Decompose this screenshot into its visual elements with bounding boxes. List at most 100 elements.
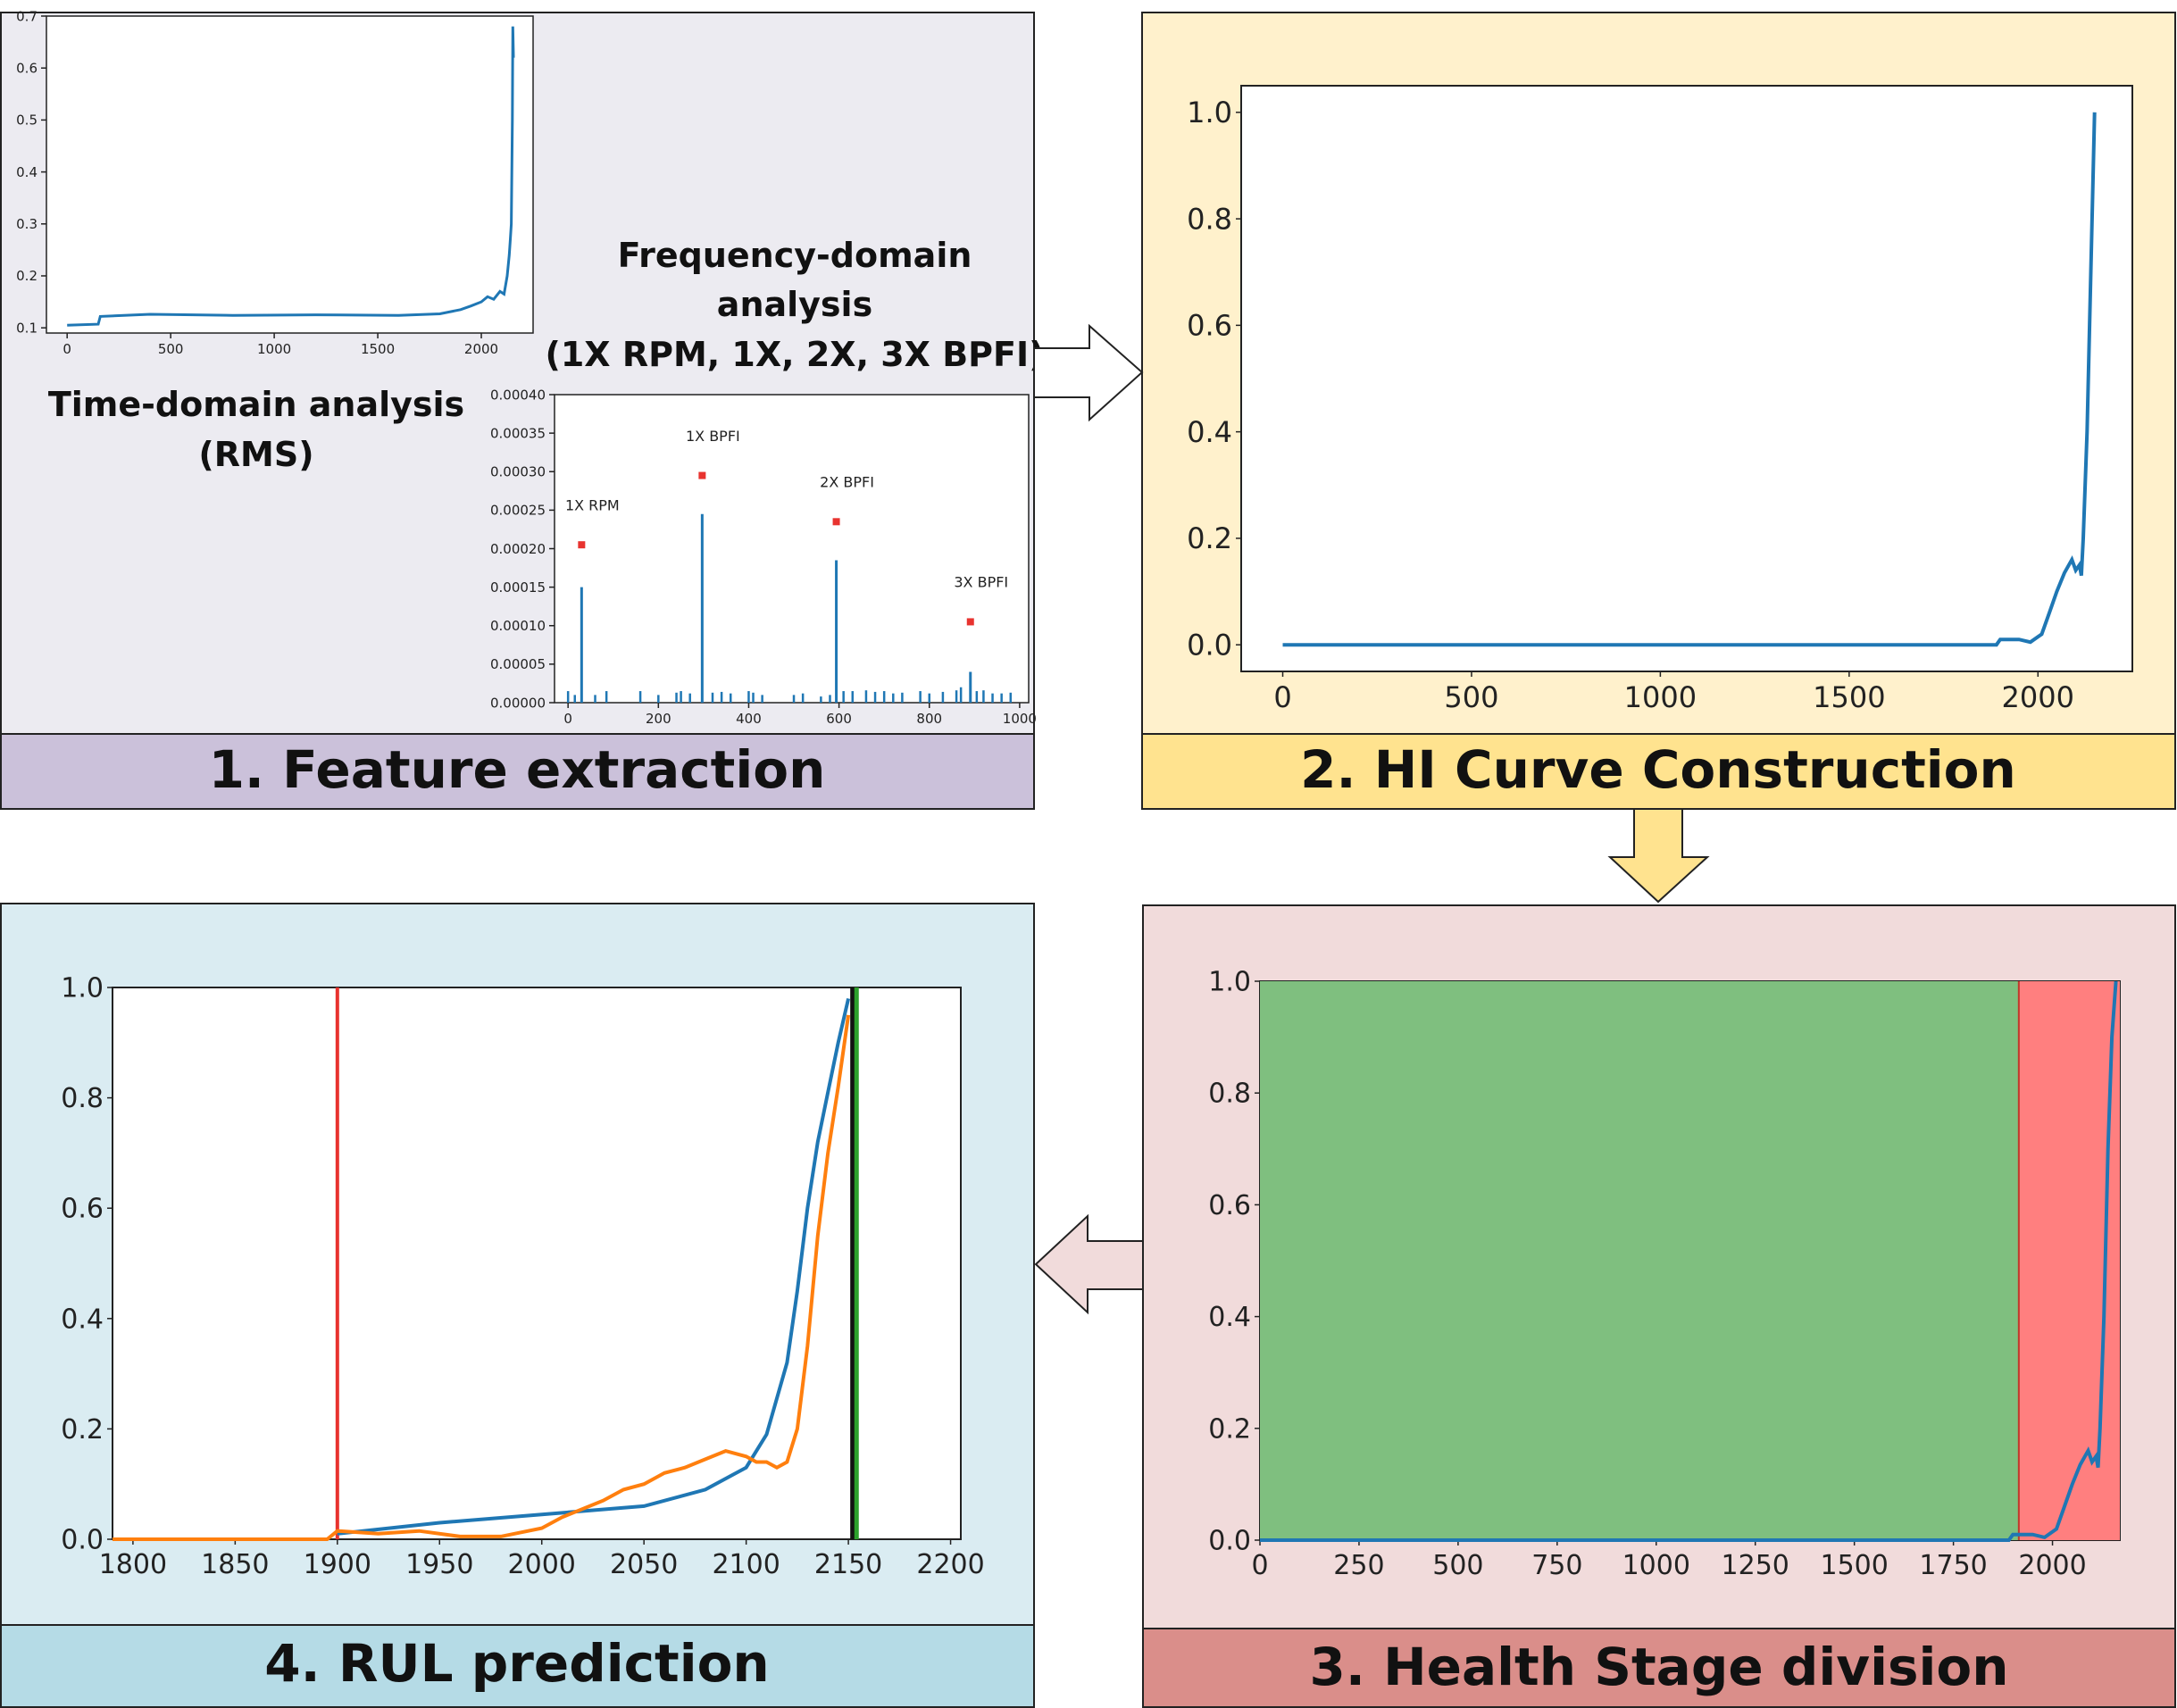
arrow-left-icon [1034, 1213, 1144, 1315]
peak-label: 2X BPFI [820, 474, 874, 491]
y-tick-label: 0.4 [16, 164, 38, 180]
rms-chart-frame [46, 15, 534, 334]
x-tick-label: 1500 [1813, 680, 1885, 714]
y-tick-label: 0.6 [16, 60, 38, 76]
healthy-stage-region [1260, 981, 2019, 1540]
time-domain-label-line2: (RMS) [198, 435, 313, 474]
degraded-stage-region [2018, 981, 2120, 1540]
y-tick-label: 0.2 [16, 268, 38, 284]
y-tick-label: 0.00005 [490, 656, 546, 672]
x-tick-label: 400 [736, 711, 762, 727]
y-tick-label: 0.2 [61, 1414, 104, 1446]
x-tick-label: 1800 [99, 1549, 167, 1580]
y-tick-label: 0.8 [61, 1083, 104, 1114]
x-tick-label: 1900 [304, 1549, 371, 1580]
y-tick-label: 0.1 [16, 320, 38, 336]
panel-feature-extraction-title-bar [0, 733, 1035, 810]
y-tick-label: 0.0 [61, 1525, 104, 1556]
hi-series-line [1282, 112, 2097, 647]
x-tick-label: 0 [1251, 1550, 1268, 1581]
x-tick-label: 200 [646, 711, 671, 727]
peak-marker-icon [698, 471, 706, 479]
y-tick-label: 0.4 [1187, 415, 1232, 449]
y-tick-label: 0.4 [61, 1304, 104, 1335]
x-tick-label: 2100 [712, 1549, 780, 1580]
x-tick-label: 2050 [610, 1549, 678, 1580]
y-tick-label: 1.0 [1208, 967, 1251, 998]
y-tick-label: 0.8 [1187, 202, 1232, 236]
x-tick-label: 1250 [1722, 1550, 1789, 1581]
x-tick-label: 2200 [916, 1549, 984, 1580]
y-tick-label: 0.00030 [490, 464, 546, 480]
y-tick-label: 0.00035 [490, 425, 546, 441]
panel-hi-curve-title: 2. HI Curve Construction [1300, 739, 2016, 800]
y-tick-label: 0.6 [1208, 1190, 1251, 1221]
rul-fitted-curve [337, 997, 851, 1536]
y-tick-label: 0.7 [16, 8, 38, 24]
x-tick-label: 1000 [257, 341, 291, 357]
x-tick-label: 0 [1273, 680, 1291, 714]
y-tick-label: 0.2 [1208, 1413, 1251, 1445]
y-tick-label: 0.00010 [490, 618, 546, 634]
freq-domain-label-line2: analysis [717, 285, 872, 324]
y-tick-label: 0.00015 [490, 579, 546, 596]
freq-domain-label-line1: Frequency-domain [618, 236, 972, 275]
panel-rul-prediction-title-bar [0, 1624, 1035, 1708]
x-tick-label: 500 [1432, 1550, 1483, 1581]
x-tick-label: 250 [1333, 1550, 1384, 1581]
y-tick-label: 0.0 [1187, 628, 1232, 662]
peak-marker-icon [578, 541, 586, 549]
x-tick-label: 1850 [201, 1549, 269, 1580]
y-tick-label: 0.00025 [490, 503, 546, 519]
panel-hi-curve-title-bar [1141, 733, 2176, 810]
rms-series-line [67, 26, 515, 327]
x-tick-label: 600 [826, 711, 852, 727]
x-tick-label: 1750 [1919, 1550, 1987, 1581]
rul-chart-frame [112, 987, 962, 1540]
panel-feature-extraction-title: 1. Feature extraction [209, 739, 826, 800]
time-domain-label-line1: Time-domain analysis [48, 385, 464, 424]
x-tick-label: 0 [563, 711, 572, 727]
y-tick-label: 0.00020 [490, 541, 546, 557]
x-tick-label: 800 [916, 711, 942, 727]
y-tick-label: 0.4 [1208, 1302, 1251, 1333]
x-tick-label: 1500 [1820, 1550, 1888, 1581]
spectrum-chart-frame [554, 394, 1030, 704]
x-tick-label: 500 [1444, 680, 1498, 714]
y-tick-label: 0.3 [16, 216, 38, 232]
y-tick-label: 0.6 [1187, 309, 1232, 343]
arrow-down-icon [1607, 808, 1710, 904]
x-tick-label: 1000 [1622, 1550, 1690, 1581]
y-tick-label: 0.2 [1187, 521, 1232, 555]
panel-health-stage-title-bar [1142, 1628, 2176, 1708]
peak-marker-icon [966, 618, 974, 626]
y-tick-label: 0.8 [1208, 1079, 1251, 1110]
arrow-right-icon [1033, 323, 1144, 422]
x-tick-label: 2000 [508, 1549, 576, 1580]
stages-series-line [1260, 980, 2118, 1542]
x-tick-label: 750 [1531, 1550, 1582, 1581]
x-tick-label: 1000 [1003, 711, 1037, 727]
rul-actual-curve [113, 1014, 851, 1541]
y-tick-label: 0.00040 [490, 387, 546, 403]
x-tick-label: 0 [63, 341, 71, 357]
hi-chart-frame [1240, 85, 2133, 672]
y-tick-label: 0.5 [16, 112, 38, 129]
x-tick-label: 2150 [814, 1549, 882, 1580]
peak-marker-icon [832, 518, 840, 526]
y-tick-label: 0.6 [61, 1194, 104, 1225]
panel-health-stage-title: 3. Health Stage division [1310, 1637, 2009, 1697]
y-tick-label: 0.00000 [490, 695, 546, 711]
x-tick-label: 500 [158, 341, 184, 357]
x-tick-label: 2000 [2002, 680, 2074, 714]
x-tick-label: 2000 [2018, 1550, 2086, 1581]
peak-label: 1X BPFI [686, 428, 740, 445]
y-tick-label: 1.0 [1187, 96, 1232, 129]
x-tick-label: 1500 [361, 341, 395, 357]
panel-rul-prediction-title: 4. RUL prediction [264, 1633, 769, 1694]
peak-label: 1X RPM [565, 496, 620, 513]
peak-label: 3X BPFI [954, 574, 1008, 591]
y-tick-label: 1.0 [61, 973, 104, 1004]
x-tick-label: 2000 [464, 341, 498, 357]
